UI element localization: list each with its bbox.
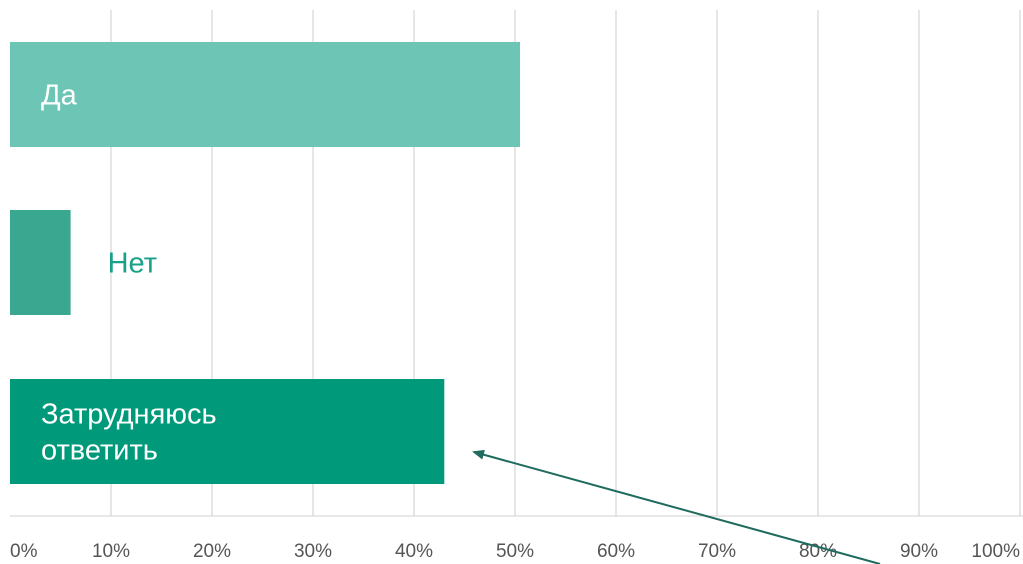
bar <box>10 210 71 315</box>
bar <box>10 379 445 484</box>
x-tick-label: 70% <box>698 541 736 562</box>
x-tick-label: 30% <box>294 541 332 562</box>
bar <box>10 42 521 147</box>
bar-label: Да <box>41 80 78 112</box>
x-tick-label: 50% <box>496 541 534 562</box>
x-tick-label: 60% <box>597 541 635 562</box>
annotation-arrow <box>472 449 881 564</box>
x-tick-label: 20% <box>193 541 231 562</box>
x-tick-label: 100% <box>971 541 1020 562</box>
x-tick-label: 0% <box>10 541 38 562</box>
x-tick-label: 80% <box>799 541 837 562</box>
x-tick-label: 90% <box>900 541 938 562</box>
x-tick-label: 10% <box>92 541 130 562</box>
x-tick-labels: 0% 10% 20% 30% 40% 50% 60% 70% 80% 90% 100% <box>10 541 1020 562</box>
bar-label: Нет <box>108 248 157 280</box>
bar-label: Затрудняюсь ответить <box>41 399 217 467</box>
x-tick-label: 40% <box>395 541 433 562</box>
bars <box>10 42 521 484</box>
bar-labels: Да Нет Затрудняюсь ответить <box>41 80 217 467</box>
